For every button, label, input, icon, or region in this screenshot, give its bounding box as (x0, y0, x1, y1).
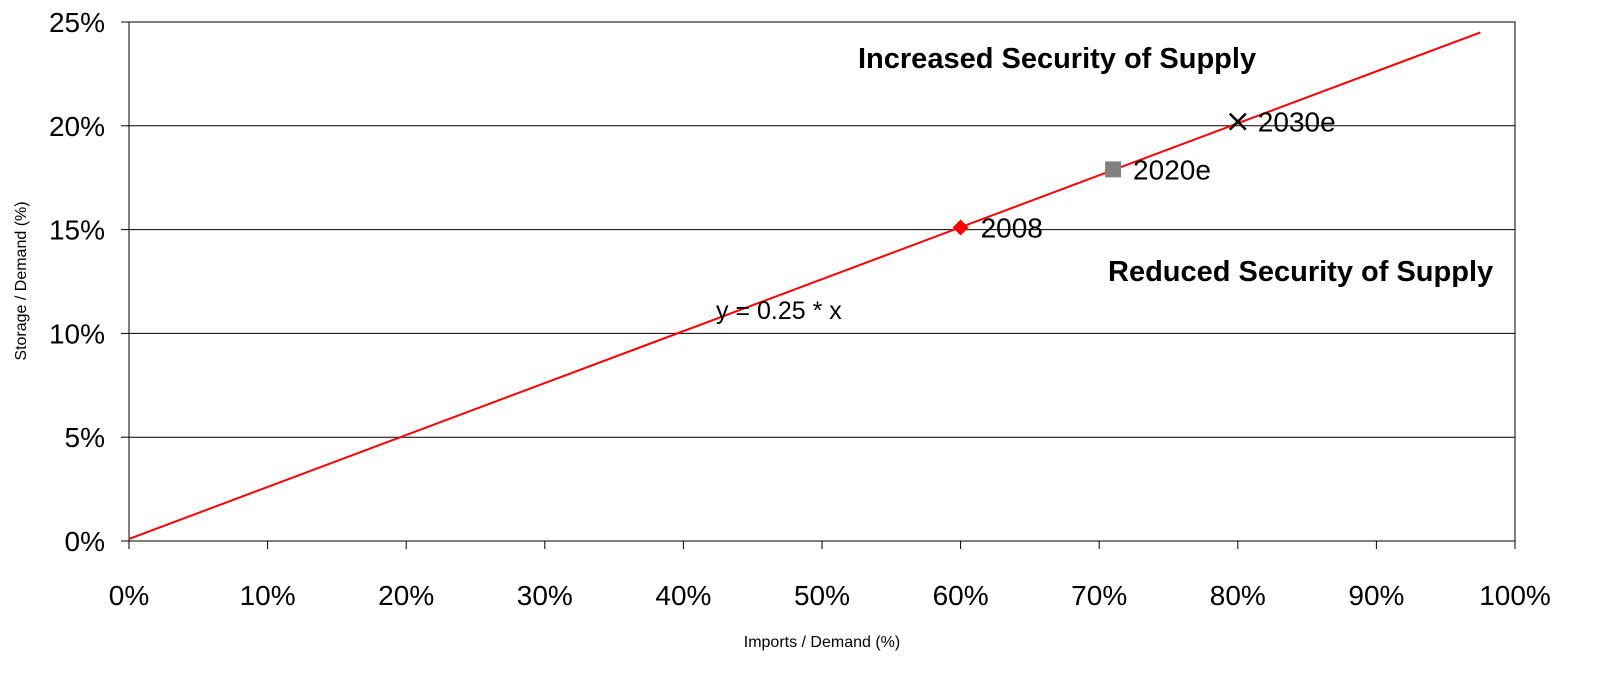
x-tick-label: 80% (1210, 580, 1266, 611)
y-tick-label: 0% (65, 526, 105, 557)
point-2008 (952, 219, 969, 236)
x-tick-label: 30% (517, 580, 573, 611)
point-2030e (1228, 112, 1247, 131)
y-tick-label: 10% (49, 318, 105, 349)
axes (121, 21, 1516, 549)
x-tick-label: 40% (655, 580, 711, 611)
x-tick-labels: 0% 10% 20% 30% 40% 50% 60% 70% 80% 90% 100% (109, 580, 1551, 611)
y-tick-label: 25% (49, 7, 105, 38)
x-tick-label: 100% (1479, 580, 1551, 611)
trendline-group (128, 31, 1481, 540)
point-label: 2030e (1258, 107, 1336, 138)
y-tick-labels: 0% 5% 10% 15% 20% 25% (49, 7, 105, 557)
trendline (128, 31, 1481, 540)
x-tick-label: 90% (1348, 580, 1404, 611)
x-tick-label: 60% (933, 580, 989, 611)
point-2020e (1105, 161, 1122, 178)
x-tick-label: 0% (109, 580, 149, 611)
point-label: 2020e (1133, 154, 1211, 185)
x-tick-label: 20% (378, 580, 434, 611)
y-tick-label: 15% (49, 215, 105, 246)
lower-region-annotation: Reduced Security of Supply (1108, 256, 1493, 288)
trendline-equation: y = 0.25 * x (716, 297, 842, 325)
x-axis-title: Imports / Demand (%) (744, 634, 900, 651)
y-tick-label: 5% (65, 422, 105, 453)
point-label: 2008 (981, 213, 1043, 244)
x-tick-label: 10% (240, 580, 296, 611)
y-tick-label: 20% (49, 111, 105, 142)
x-tick-label: 70% (1071, 580, 1127, 611)
data-points: 2008 2020e 2030e (952, 107, 1336, 244)
upper-region-annotation: Increased Security of Supply (858, 43, 1256, 75)
x-tick-label: 50% (794, 580, 850, 611)
y-axis-title: Storage / Demand (%) (13, 201, 30, 360)
gridlines (129, 125, 1515, 438)
